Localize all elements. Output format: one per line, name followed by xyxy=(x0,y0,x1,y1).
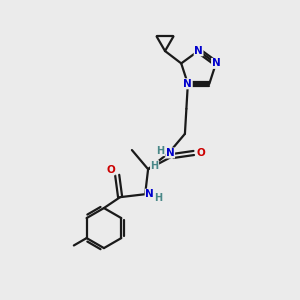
Text: H: H xyxy=(151,161,159,171)
Text: N: N xyxy=(145,189,154,199)
Text: O: O xyxy=(197,148,206,158)
Text: N: N xyxy=(194,46,203,56)
Text: N: N xyxy=(212,58,220,68)
Text: O: O xyxy=(106,165,115,175)
Text: N: N xyxy=(184,79,192,89)
Text: H: H xyxy=(156,146,164,156)
Text: H: H xyxy=(154,193,162,203)
Text: N: N xyxy=(166,148,175,158)
